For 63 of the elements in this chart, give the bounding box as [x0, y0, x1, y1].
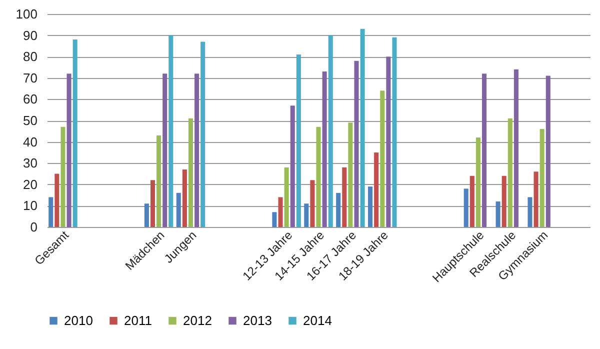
bar [368, 186, 373, 227]
legend-label: 2011 [124, 312, 152, 328]
bar [540, 129, 544, 227]
bar [342, 167, 347, 227]
bar [354, 60, 359, 227]
bar [392, 37, 397, 227]
bar [278, 197, 283, 227]
bar [200, 42, 206, 227]
y-tick-label: 90 [23, 28, 38, 43]
y-tick-label: 30 [23, 156, 38, 171]
bar [182, 169, 187, 227]
bar [168, 35, 174, 227]
bar [464, 188, 468, 227]
bar [386, 56, 391, 227]
bar [162, 74, 168, 227]
y-tick-label: 100 [16, 6, 38, 22]
y-tick-label: 80 [23, 49, 38, 64]
bar [144, 204, 149, 227]
bar [380, 90, 385, 227]
bar [496, 201, 500, 227]
bar [176, 192, 181, 227]
bar [546, 76, 550, 227]
bar [476, 138, 480, 227]
bar [272, 212, 277, 227]
bar [316, 126, 321, 227]
legend-label: 2013 [243, 312, 272, 328]
bar [48, 197, 54, 227]
bar [66, 74, 72, 227]
bar [328, 35, 333, 227]
bar [188, 118, 194, 227]
y-tick-label: 60 [23, 92, 38, 107]
bar [310, 180, 315, 227]
bar [72, 40, 78, 227]
bar [290, 106, 295, 227]
bar [470, 176, 474, 227]
y-tick-label: 70 [23, 70, 38, 86]
y-tick-label: 40 [23, 134, 38, 150]
bar [534, 172, 538, 227]
bar [336, 192, 341, 227]
bar [150, 180, 156, 227]
bar [322, 72, 327, 227]
bar [528, 197, 532, 227]
bar [514, 69, 518, 227]
bar [508, 118, 512, 227]
legend-label: 2014 [303, 312, 332, 328]
bar [194, 74, 200, 227]
y-tick-label: 50 [23, 113, 38, 128]
bar [156, 135, 162, 227]
y-tick-label: 0 [30, 220, 38, 234]
bar [304, 204, 309, 227]
legend-label: 2012 [183, 312, 212, 328]
bar [482, 74, 487, 227]
bar [360, 28, 365, 227]
y-tick-label: 20 [23, 176, 38, 192]
bar [502, 176, 506, 227]
bar [284, 167, 289, 227]
bar [60, 126, 66, 227]
bar [348, 122, 353, 227]
bar [296, 54, 301, 227]
bar [54, 174, 60, 227]
y-tick-label: 10 [23, 198, 38, 214]
legend-label: 2010 [64, 312, 93, 328]
bar [374, 152, 379, 227]
